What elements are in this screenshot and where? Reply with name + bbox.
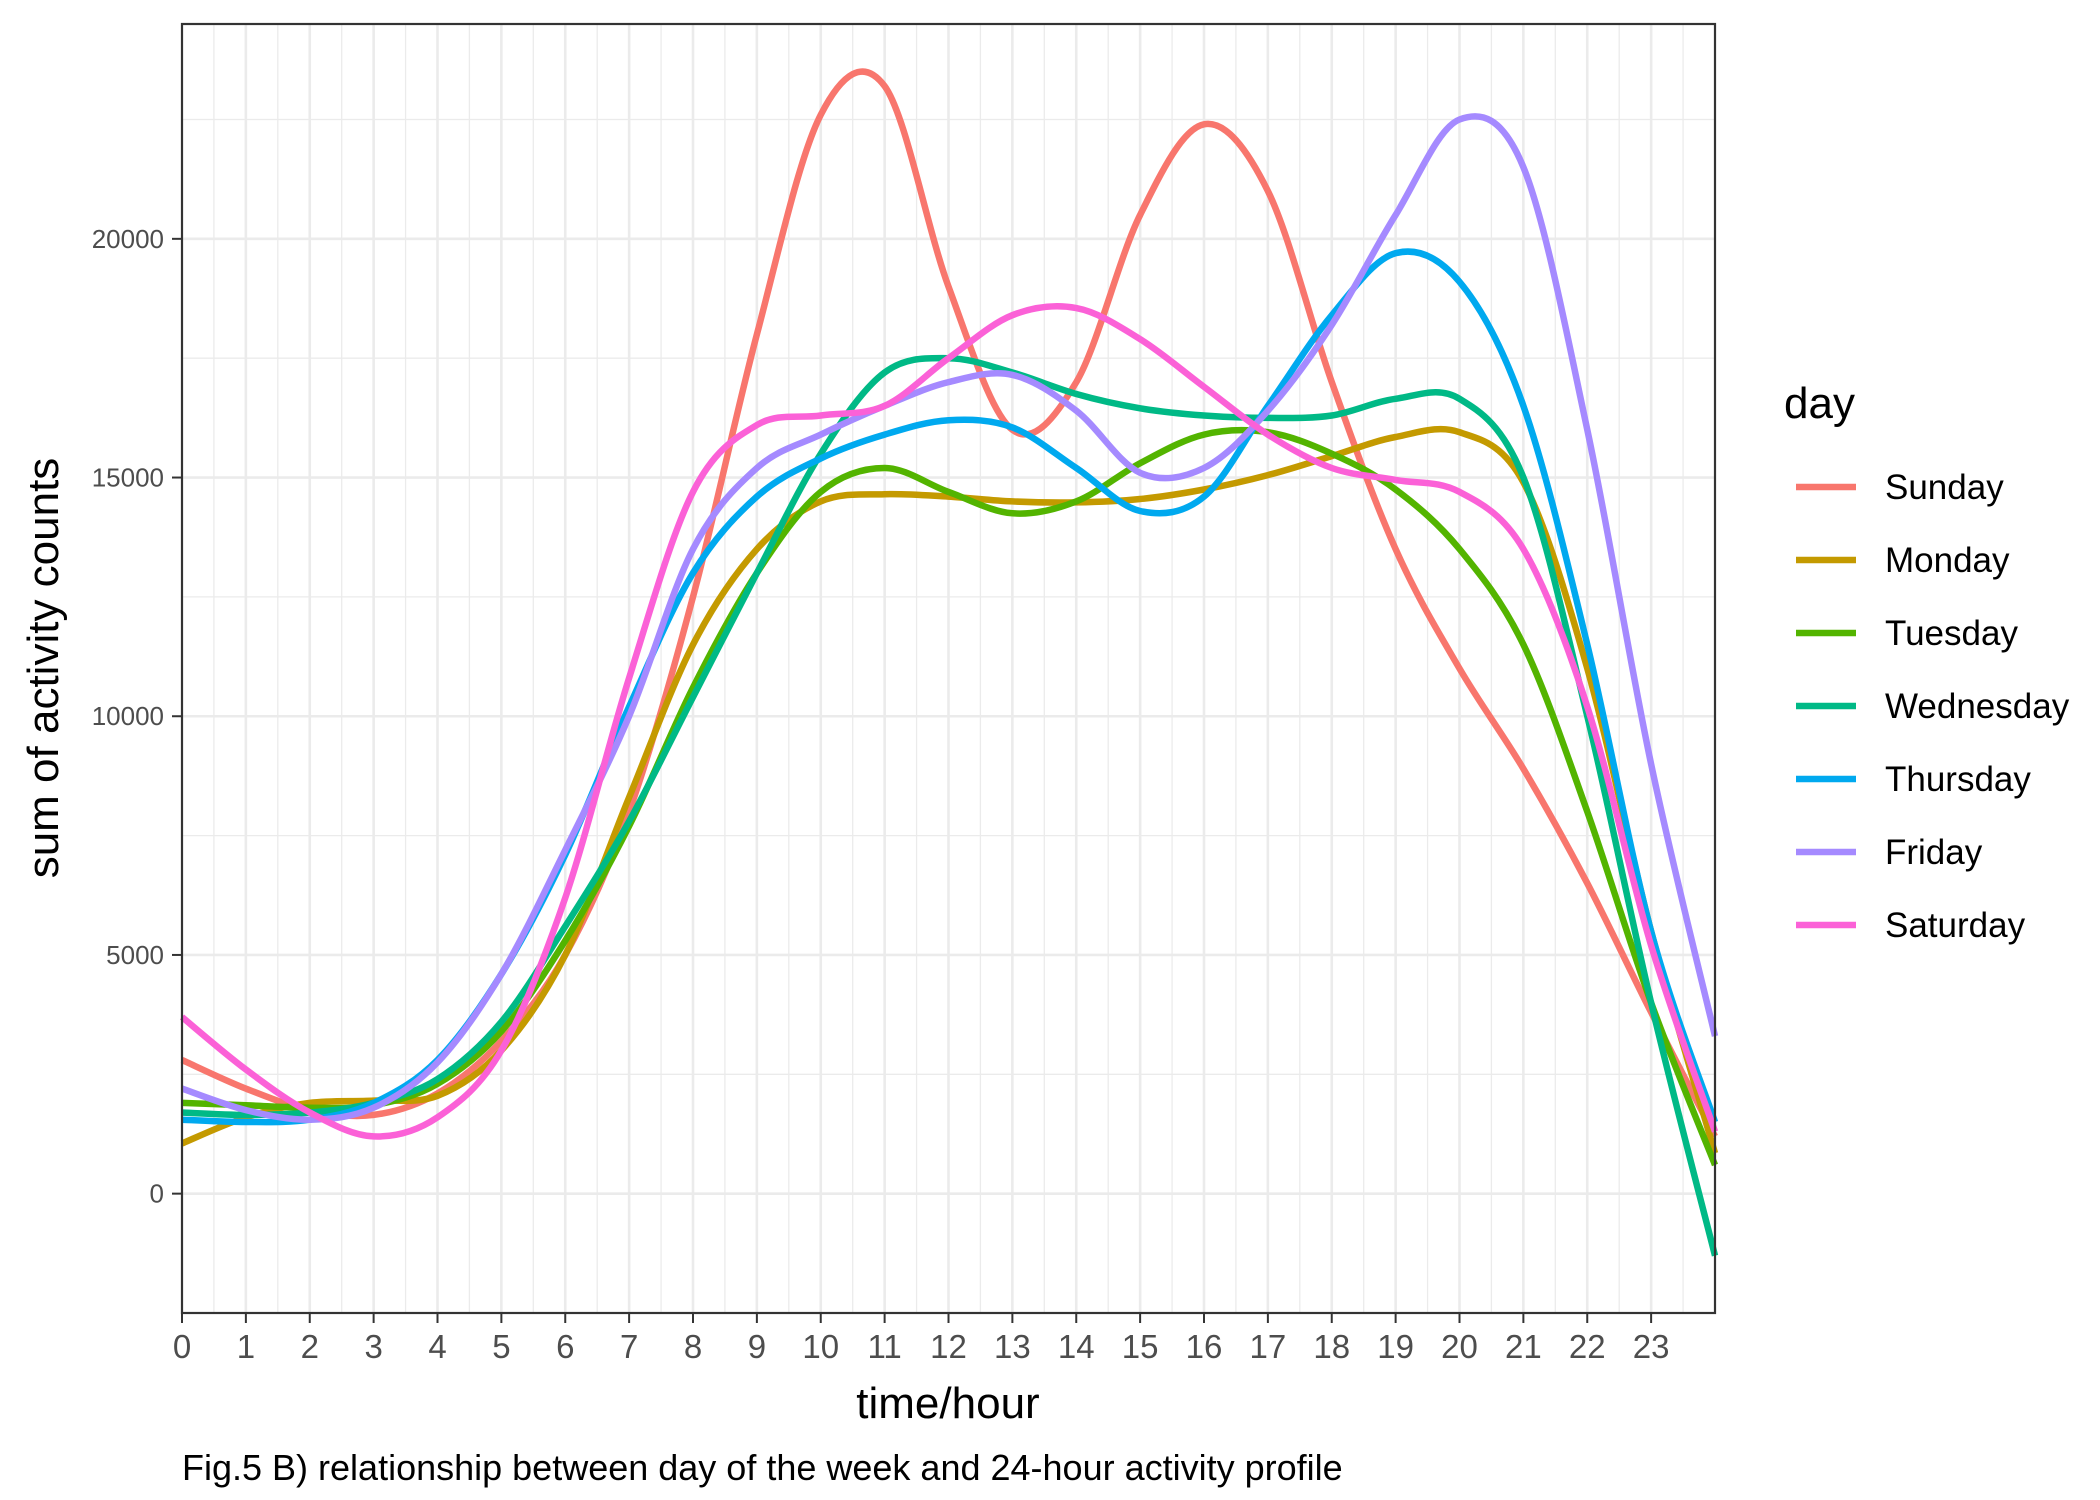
x-tick-label: 0 (173, 1328, 191, 1365)
y-tick-label: 0 (150, 1179, 164, 1209)
legend-label-sunday: Sunday (1885, 468, 2004, 507)
x-tick-label: 22 (1569, 1328, 1606, 1365)
legend-label-wednesday: Wednesday (1885, 687, 2070, 726)
legend-label-saturday: Saturday (1885, 906, 2026, 945)
x-tick-label: 18 (1313, 1328, 1350, 1365)
x-tick-label: 5 (492, 1328, 510, 1365)
figure-caption: Fig.5 B) relationship between day of the… (182, 1447, 1343, 1488)
x-tick-label: 16 (1186, 1328, 1223, 1365)
x-tick-label: 3 (364, 1328, 382, 1365)
x-tick-label: 9 (748, 1328, 766, 1365)
x-tick-label: 21 (1505, 1328, 1542, 1365)
x-tick-label: 17 (1250, 1328, 1287, 1365)
x-tick-label: 14 (1058, 1328, 1095, 1365)
x-tick-label: 15 (1122, 1328, 1159, 1365)
x-tick-label: 8 (684, 1328, 702, 1365)
x-tick-label: 1 (237, 1328, 255, 1365)
legend-title: day (1784, 379, 1855, 428)
x-tick-label: 6 (556, 1328, 574, 1365)
y-tick-label: 15000 (92, 463, 164, 493)
y-axis-title: sum of activity counts (19, 458, 68, 879)
legend-label-thursday: Thursday (1885, 760, 2031, 799)
x-tick-label: 10 (802, 1328, 839, 1365)
legend-label-monday: Monday (1885, 541, 2010, 580)
legend-label-friday: Friday (1885, 833, 1983, 872)
x-tick-label: 23 (1633, 1328, 1670, 1365)
y-tick-label: 10000 (92, 701, 164, 731)
x-tick-label: 12 (930, 1328, 967, 1365)
x-tick-label: 2 (301, 1328, 319, 1365)
x-tick-label: 4 (428, 1328, 446, 1365)
legend-label-tuesday: Tuesday (1885, 614, 2018, 653)
x-tick-label: 19 (1377, 1328, 1414, 1365)
x-tick-label: 20 (1441, 1328, 1478, 1365)
y-tick-label: 5000 (106, 940, 164, 970)
x-tick-label: 13 (994, 1328, 1031, 1365)
x-tick-label: 7 (620, 1328, 638, 1365)
y-tick-label: 20000 (92, 224, 164, 254)
x-tick-label: 11 (867, 1328, 901, 1365)
x-axis-title: time/hour (856, 1379, 1039, 1428)
